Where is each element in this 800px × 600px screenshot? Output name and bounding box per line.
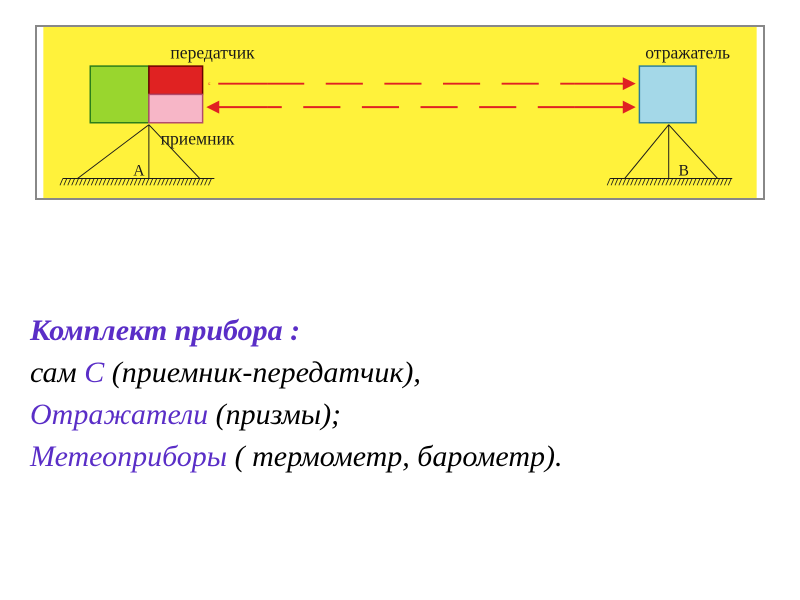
label-receiver: приемник (161, 128, 235, 148)
box-transmitter (149, 66, 203, 94)
label-point-a: А (133, 163, 145, 180)
text-line4-key: Метеоприборы (30, 440, 227, 473)
box-receiver (149, 94, 203, 122)
label-transmitter: передатчик (170, 42, 255, 62)
text-line3-rest: (призмы); (208, 398, 341, 431)
label-reflector: отражатель (645, 42, 730, 62)
diagram-svg: передатчик приемник отражатель А В (37, 27, 763, 198)
text-line4-rest: ( термометр, барометр). (227, 440, 562, 473)
box-main (90, 66, 149, 123)
text-line2a: сам (30, 356, 84, 389)
label-point-b: В (678, 163, 688, 180)
text-line2b: (приемник-передатчик), (104, 356, 421, 389)
text-line3-key: Отражатели (30, 398, 208, 431)
text-block: Комплект прибора : сам С (приемник-перед… (30, 310, 770, 478)
text-line2-c: С (84, 356, 104, 389)
diagram-panel: передатчик приемник отражатель А В (35, 25, 765, 200)
box-reflector (639, 66, 696, 123)
text-header: Комплект прибора : (30, 314, 300, 347)
